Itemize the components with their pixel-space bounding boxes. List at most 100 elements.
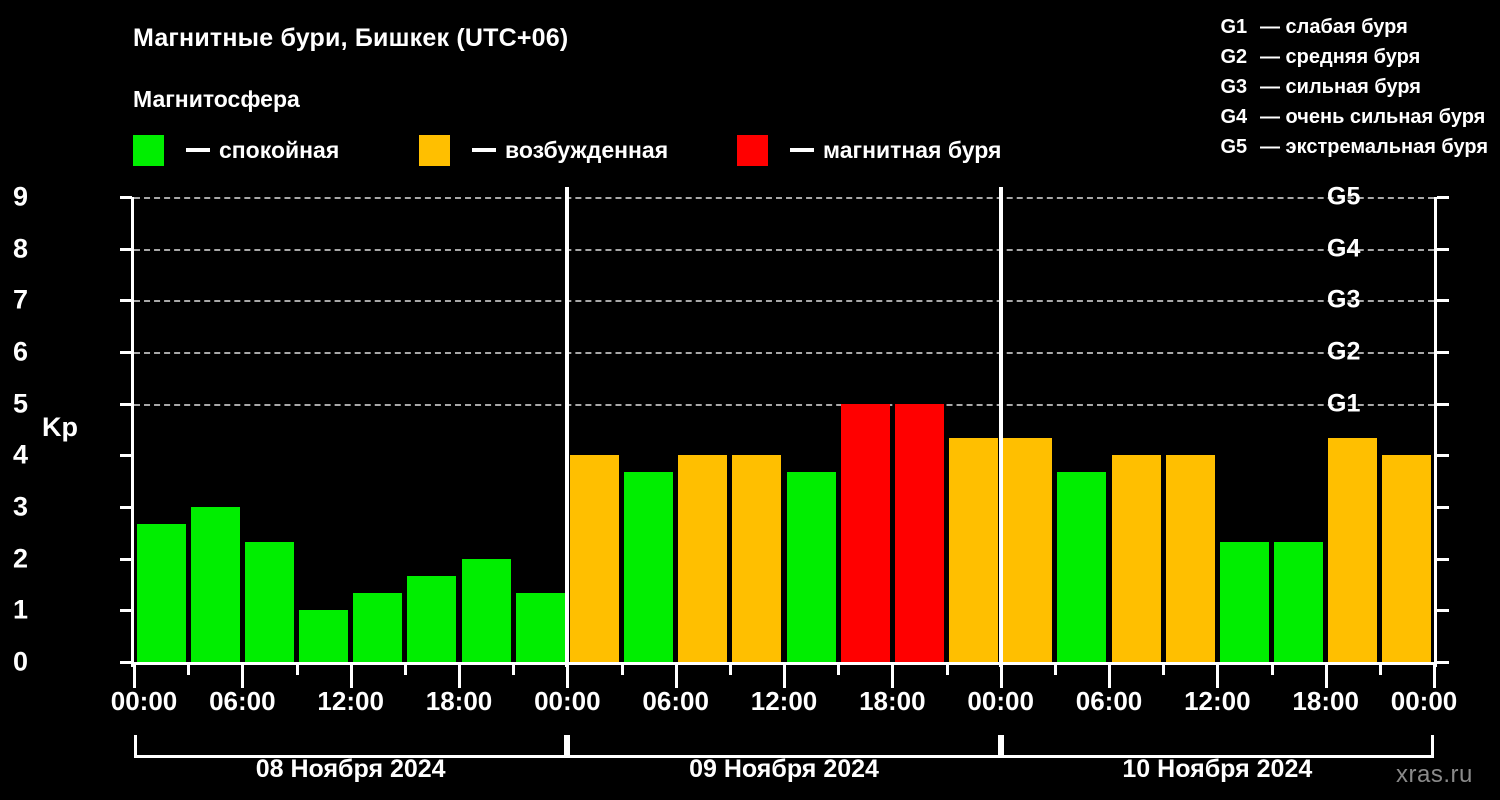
x-axis-label: 12:00 <box>750 686 818 716</box>
chart-bar <box>678 455 728 662</box>
g-scale-code: G3 <box>1220 76 1248 98</box>
x-axis-tick-minor <box>187 662 191 675</box>
x-axis-tick-minor <box>1053 662 1057 675</box>
x-axis-tick-major <box>458 662 461 688</box>
x-axis-tick-minor <box>295 662 299 675</box>
chart-bar <box>1274 541 1324 662</box>
gridline <box>134 197 1434 199</box>
watermark: xras.ru <box>1396 761 1473 788</box>
x-axis-tick-minor <box>728 662 732 675</box>
g-scale-description: — слабая буря <box>1254 16 1408 38</box>
day-bracket <box>567 735 1001 758</box>
y-axis-tick-right <box>1437 247 1449 251</box>
g-scale-legend-item: G3 — сильная буря <box>1220 72 1488 102</box>
x-axis-tick-minor <box>1378 662 1382 675</box>
y-axis-label: 8 <box>12 233 28 264</box>
y-axis-tick-right <box>1437 299 1449 303</box>
plot-inner <box>134 187 1434 667</box>
x-axis-tick-major <box>783 662 786 688</box>
y-axis-tick-right <box>1437 661 1449 664</box>
x-axis-tick-major <box>1216 662 1220 688</box>
x-axis-label: 00:00 <box>1390 686 1458 716</box>
x-axis-tick-major <box>349 662 353 688</box>
x-axis-tick-minor <box>837 662 841 675</box>
legend-color-swatch <box>737 134 768 166</box>
chart-bar <box>1111 455 1161 662</box>
x-axis-tick-major <box>241 662 245 688</box>
y-axis-label: 6 <box>12 336 28 367</box>
g-scale-code: G5 <box>1220 136 1248 158</box>
y-axis-tick-right <box>1437 506 1449 509</box>
chart-bar <box>190 507 240 662</box>
y-axis-tick-right <box>1437 402 1449 406</box>
g-scale-legend-item: G5 — экстремальная буря <box>1220 132 1488 162</box>
y-axis-label: 1 <box>12 594 28 625</box>
x-axis-tick-minor <box>620 662 624 675</box>
x-axis-tick-major <box>674 662 678 688</box>
x-axis-label: 06:00 <box>642 686 709 716</box>
legend-dash-icon <box>186 148 210 152</box>
g-scale-legend-item: G2 — средняя буря <box>1220 42 1488 72</box>
day-divider <box>565 187 570 667</box>
x-axis-label: 06:00 <box>209 686 276 716</box>
y-axis-label: 3 <box>12 491 28 522</box>
chart-bar <box>624 472 674 662</box>
y-axis-label: 2 <box>12 543 28 574</box>
x-axis-tick-major <box>891 662 895 688</box>
x-axis-tick-minor <box>1162 662 1166 675</box>
chart-bar <box>1328 438 1378 662</box>
chart-bar <box>732 455 782 662</box>
magnetosphere-legend-item: магнитная буря <box>737 134 1001 166</box>
chart-bar <box>569 455 619 662</box>
day-date-caption: 08 Ноября 2024 <box>255 755 446 783</box>
chart-bar <box>461 558 511 662</box>
legend-color-swatch <box>133 134 164 166</box>
chart-bar <box>786 472 836 662</box>
x-axis-label: 00:00 <box>967 686 1034 716</box>
gridline <box>134 403 1434 406</box>
magnetosphere-legend-item: возбужденная <box>419 134 668 166</box>
y-axis-title: Kp <box>42 412 78 442</box>
x-axis-label: 00:00 <box>534 686 601 716</box>
x-axis-label: 18:00 <box>1292 686 1359 716</box>
y-axis-label: 0 <box>12 646 28 677</box>
g-scale-description: — очень сильная буря <box>1254 106 1486 128</box>
y-axis-tick <box>120 402 132 406</box>
day-divider <box>998 187 1003 667</box>
y-axis-label: 5 <box>12 388 28 419</box>
chart-bar <box>136 524 186 662</box>
x-axis-tick-minor <box>1270 662 1274 675</box>
magnetosphere-legend-label: спокойная <box>219 136 340 163</box>
y-axis-right-line <box>1434 197 1437 667</box>
legend-color-swatch <box>419 134 450 166</box>
y-axis-tick-right <box>1437 351 1449 354</box>
x-axis-label: 18:00 <box>859 686 926 716</box>
gridline <box>134 248 1434 251</box>
chart-bar <box>1057 472 1107 662</box>
y-axis-tick <box>120 351 132 354</box>
day-bracket <box>1000 735 1434 758</box>
y-axis-tick <box>120 661 132 664</box>
g-scale-description: — сильная буря <box>1254 76 1421 98</box>
chart-bar <box>515 593 565 662</box>
y-axis-tick-right <box>1437 609 1449 613</box>
x-axis-tick-minor <box>403 662 407 675</box>
y-axis-tick <box>120 454 132 458</box>
day-date-caption: 09 Ноября 2024 <box>689 755 879 783</box>
x-axis-tick-major <box>1433 662 1436 688</box>
g-scale-legend-item: G4 — очень сильная буря <box>1220 102 1488 132</box>
y-axis-tick <box>120 609 132 613</box>
y-axis-left-line <box>131 197 134 667</box>
day-bracket <box>134 735 568 758</box>
legend-dash-icon <box>472 148 496 152</box>
magnetosphere-legend-label: магнитная буря <box>823 136 1002 163</box>
chart-bar <box>1165 455 1215 662</box>
magnetosphere-heading: Магнитосфера <box>133 86 300 112</box>
magnetosphere-legend-item: спокойная <box>133 134 339 166</box>
magnetosphere-legend-label: возбужденная <box>505 136 669 163</box>
g-axis-label: G4 <box>1327 234 1361 263</box>
g-axis-label: G3 <box>1327 285 1361 314</box>
x-axis-label: 06:00 <box>1075 686 1143 716</box>
x-axis-label: 18:00 <box>425 686 493 716</box>
y-axis-label: 7 <box>12 284 28 315</box>
